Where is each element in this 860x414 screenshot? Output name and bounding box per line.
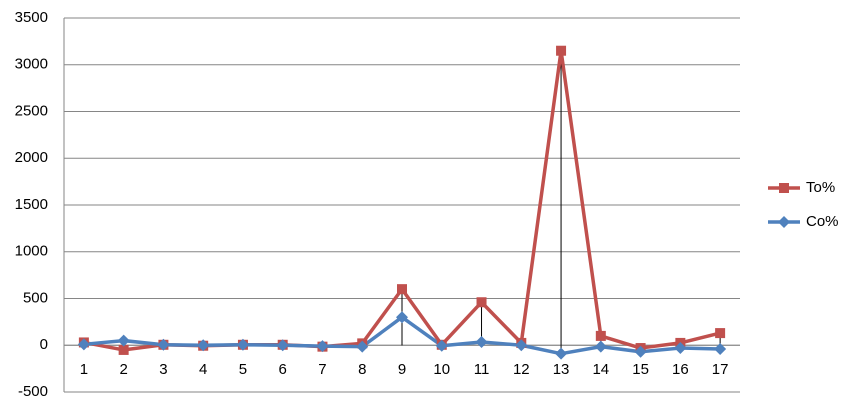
- x-tick-label: 16: [672, 361, 689, 378]
- marker: [515, 339, 528, 352]
- y-tick-label: 2000: [15, 149, 48, 166]
- marker: [197, 339, 210, 352]
- marker: [595, 330, 606, 341]
- marker: [118, 344, 129, 355]
- marker: [396, 311, 408, 324]
- y-tick-label: 500: [23, 289, 48, 306]
- marker: [634, 345, 647, 358]
- marker: [397, 284, 407, 295]
- y-tick-label: 3500: [15, 9, 48, 26]
- x-tick-label: 14: [592, 361, 609, 378]
- x-tick-label: 1: [80, 361, 88, 378]
- marker: [356, 340, 369, 353]
- x-tick-label: 8: [358, 361, 366, 378]
- y-tick-label: 0: [40, 336, 48, 353]
- x-tick-label: 13: [553, 361, 570, 378]
- legend-marker: [779, 183, 789, 193]
- marker: [475, 335, 488, 348]
- marker: [476, 297, 487, 308]
- y-tick-label: 1000: [15, 243, 48, 260]
- y-tick-label: 2500: [15, 102, 48, 119]
- x-tick-label: 2: [119, 361, 127, 378]
- y-tick-label: 3000: [15, 56, 48, 73]
- marker: [316, 340, 329, 353]
- marker: [714, 342, 727, 355]
- legend-marker: [778, 216, 790, 228]
- marker: [276, 339, 289, 352]
- x-tick-label: 6: [279, 361, 287, 378]
- y-tick-label: -500: [18, 383, 48, 400]
- x-tick-label: 4: [199, 361, 207, 378]
- marker: [157, 338, 170, 351]
- x-tick-label: 3: [159, 361, 167, 378]
- marker: [77, 338, 90, 351]
- legend-label: To%: [806, 179, 835, 196]
- x-tick-label: 15: [632, 361, 649, 378]
- marker: [715, 328, 726, 339]
- legend-label: Co%: [806, 213, 839, 230]
- x-tick-label: 12: [513, 361, 530, 378]
- marker: [556, 45, 567, 56]
- x-tick-label: 9: [398, 361, 406, 378]
- marker: [117, 334, 130, 347]
- marker: [555, 347, 568, 360]
- y-tick-label: 1500: [15, 196, 48, 213]
- marker: [236, 338, 249, 351]
- x-tick-label: 7: [318, 361, 326, 378]
- x-tick-label: 17: [712, 361, 729, 378]
- x-tick-label: 11: [474, 361, 490, 378]
- x-tick-label: 5: [239, 361, 247, 378]
- marker: [435, 339, 448, 352]
- marker: [594, 340, 607, 353]
- marker: [674, 342, 687, 355]
- x-tick-label: 10: [433, 361, 450, 378]
